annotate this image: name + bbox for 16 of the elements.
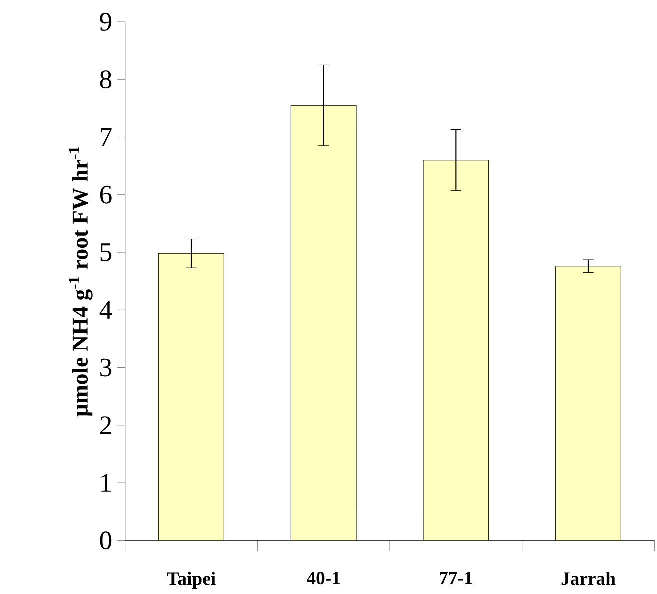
x-tick-label: 40-1 [306,572,340,585]
x-tick-label: Taipei [167,572,216,589]
y-tick-label: 7 [101,128,112,146]
y-tick-label: 3 [100,358,112,377]
x-tick-label: Jarrah [562,572,616,586]
y-tick-label: 6 [100,186,112,204]
y-tick-label: 2 [100,416,112,434]
y-tick-label: 9 [100,13,112,31]
y-tick-label: 4 [100,301,112,319]
bar [158,253,224,541]
y-tick-label: 1 [102,474,112,492]
x-tick-label: 77-1 [440,572,472,584]
y-tick-label: 5 [100,244,112,262]
y-tick-label: 0 [100,532,112,550]
y-tick-label: 8 [100,70,112,89]
y-axis-title: µmole NH4 g$^{-1}$ root FW hr$^{-1}$ [68,147,93,417]
